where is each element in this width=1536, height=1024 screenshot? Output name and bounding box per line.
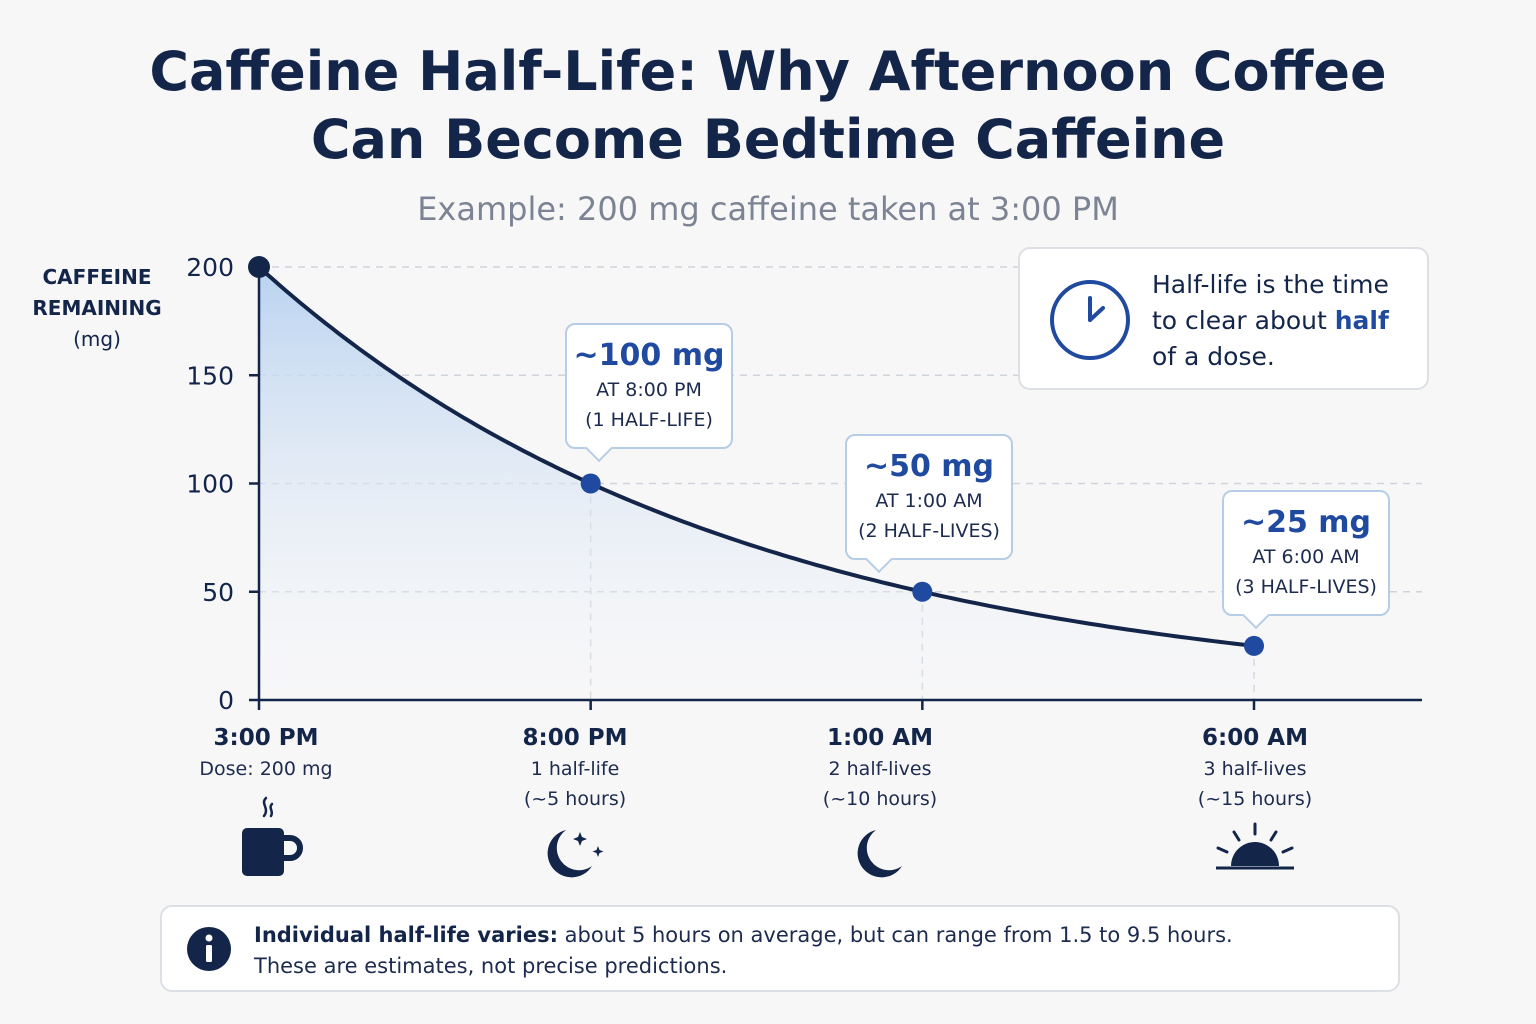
y-tick-labels: 0 50 100 150 200 [186,253,234,715]
y-tick-label: 200 [186,253,234,282]
sunrise-icon [1216,822,1294,870]
half-life-definition-box: Half-life is the time to clear about hal… [1018,247,1429,390]
note-line1: about 5 hours on average, but can range … [558,923,1233,947]
y-axis-label: CAFFEINE REMAINING (mg) [20,262,174,355]
axes [249,265,1422,710]
coffee-mug-icon [242,796,303,876]
y-axis-label-line3: (mg) [73,327,121,351]
definition-text-start: Half-life is the time to clear about [1152,270,1389,335]
y-axis-label-line2: REMAINING [32,296,162,320]
callout-25mg: ~25 mg AT 6:00 AM (3 HALF-LIVES) [1222,490,1390,630]
definition-text-end: of a dose. [1152,342,1275,371]
callout-value: ~100 mg [573,338,725,373]
clock-icon [1050,280,1130,360]
callout-value: ~25 mg [1240,505,1372,540]
moon-icon [857,830,902,878]
x-label-3pm: 3:00 PM Dose: 200 mg [156,722,376,784]
callout-time: AT 1:00 AM [875,490,983,512]
decay-area [259,267,1254,700]
x-sub-label-hours: (~10 hours) [822,788,938,810]
half-life-definition-text: Half-life is the time to clear about hal… [1152,267,1412,375]
variability-note: Individual half-life varies: about 5 hou… [160,905,1400,992]
page-title: Caffeine Half-Life: Why Afternoon Coffee… [0,38,1536,174]
x-sub-label-hours: (~15 hours) [1197,788,1313,810]
callout-halflives: (3 HALF-LIVES) [1235,576,1377,598]
x-tick-label: 6:00 AM [1202,725,1308,751]
data-points [248,256,1264,656]
y-tick-label: 50 [202,578,234,607]
x-tick-label: 8:00 PM [522,725,628,751]
x-sub-label: 1 half-life [530,758,620,780]
moon-stars-icon [547,830,604,878]
callout-halflives: (1 HALF-LIFE) [585,409,713,431]
data-point [1244,635,1264,656]
callout-time: AT 6:00 AM [1252,546,1360,568]
y-tick-label: 0 [218,686,234,715]
note-bold: Individual half-life varies: [254,923,558,947]
definition-text-bold: half [1334,306,1389,335]
x-sub-label: 3 half-lives [1203,758,1307,780]
y-axis-label-line1: CAFFEINE [42,265,152,289]
x-tick-label: 3:00 PM [213,725,319,751]
x-label-6am: 6:00 AM 3 half-lives (~15 hours) [1145,722,1365,814]
callout-50mg: ~50 mg AT 1:00 AM (2 HALF-LIVES) [845,434,1013,574]
decay-curve [257,265,1255,648]
data-point [248,256,270,278]
callout-100mg: ~100 mg AT 8:00 PM (1 HALF-LIFE) [565,323,733,463]
y-tick-label: 100 [186,470,234,499]
callout-time: AT 8:00 PM [596,379,702,401]
callout-value: ~50 mg [863,449,995,484]
x-sub-label: 2 half-lives [828,758,932,780]
x-sub-label: Dose: 200 mg [199,758,333,780]
note-line2: These are estimates, not precise predict… [254,954,728,978]
title-line-1: Caffeine Half-Life: Why Afternoon Coffee [149,40,1387,103]
data-point [912,581,933,602]
x-tick-label: 1:00 AM [827,725,933,751]
subtitle: Example: 200 mg caffeine taken at 3:00 P… [417,190,1119,228]
callout-halflives: (2 HALF-LIVES) [858,520,1000,542]
title-line-2: Can Become Bedtime Caffeine [310,108,1226,171]
x-label-8pm: 8:00 PM 1 half-life (~5 hours) [465,722,685,814]
info-icon [187,927,231,971]
y-tick-label: 150 [186,361,234,390]
data-point [580,473,601,494]
x-sub-label-hours: (~5 hours) [523,788,627,810]
variability-note-text: Individual half-life varies: about 5 hou… [254,920,1374,982]
x-label-1am: 1:00 AM 2 half-lives (~10 hours) [770,722,990,814]
